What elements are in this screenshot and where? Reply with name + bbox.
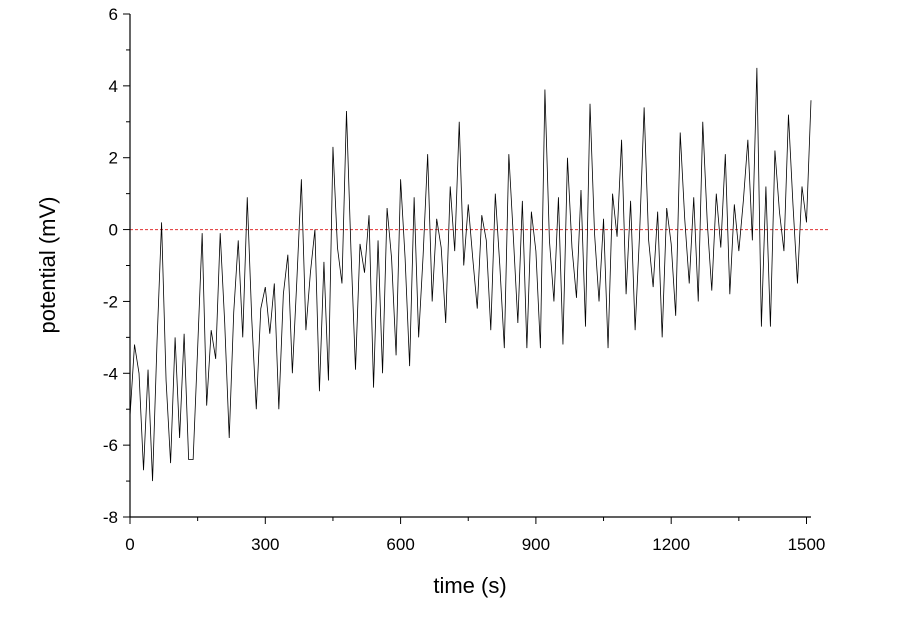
y-tick-label: -4 [103,364,118,383]
x-tick-label: 1500 [788,535,826,554]
y-tick-label: 6 [109,5,118,24]
x-tick-label: 600 [386,535,414,554]
y-tick-label: -2 [103,292,118,311]
y-tick-label: 2 [109,149,118,168]
data-line [129,67,812,482]
x-tick-label: 900 [522,535,550,554]
x-axis-label: time (s) [433,573,506,598]
x-tick-label: 0 [125,535,134,554]
y-axis-label: potential (mV) [35,197,60,334]
y-tick-label: -8 [103,508,118,527]
y-tick-label: 0 [109,221,118,240]
y-tick-label: -6 [103,436,118,455]
x-tick-label: 1200 [652,535,690,554]
x-tick-label: 300 [251,535,279,554]
y-tick-label: 4 [109,77,118,96]
